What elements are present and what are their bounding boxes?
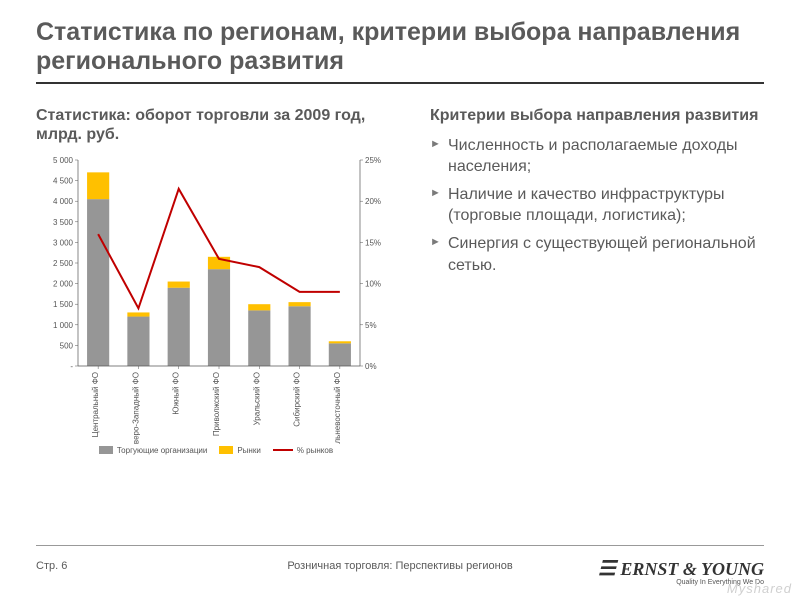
svg-text:0%: 0%	[365, 362, 377, 371]
revenue-chart: - 500 1 000 1 500 2 000 2 500 3 000 3 500 4 000 4…	[36, 154, 396, 444]
svg-text:4 500: 4 500	[53, 176, 74, 185]
svg-text:Центральный ФО: Центральный ФО	[91, 372, 100, 437]
svg-text:2 500: 2 500	[53, 259, 74, 268]
criteria-item: Численность и располагаемые доходы насел…	[430, 135, 764, 178]
chart-legend: Торгующие организации Рынки % рынков	[36, 446, 396, 455]
watermark: Myshared	[727, 581, 792, 596]
left-subtitle: Статистика: оборот торговли за 2009 год,…	[36, 106, 406, 144]
criteria-item: Наличие и качество инфраструктуры (торго…	[430, 184, 764, 227]
svg-text:25%: 25%	[365, 156, 381, 165]
svg-text:3 500: 3 500	[53, 218, 74, 227]
svg-text:2 000: 2 000	[53, 279, 74, 288]
svg-text:4 000: 4 000	[53, 197, 74, 206]
svg-text:Северо-Западный ФО: Северо-Западный ФО	[131, 372, 140, 444]
criteria-item: Синергия с существующей региональной сет…	[430, 233, 764, 276]
svg-text:500: 500	[60, 341, 74, 350]
footer-rule	[36, 545, 764, 546]
svg-text:Южный ФО: Южный ФО	[172, 372, 181, 415]
svg-text:Приволжский ФО: Приволжский ФО	[212, 372, 221, 436]
svg-text:1 500: 1 500	[53, 300, 74, 309]
svg-text:10%: 10%	[365, 279, 381, 288]
criteria-list: Численность и располагаемые доходы насел…	[430, 135, 764, 277]
svg-text:3 000: 3 000	[53, 238, 74, 247]
svg-text:Уральский ФО: Уральский ФО	[252, 372, 261, 425]
page-title: Статистика по регионам, критерии выбора …	[36, 18, 764, 76]
svg-text:20%: 20%	[365, 197, 381, 206]
svg-text:-: -	[70, 362, 73, 371]
svg-text:1 000: 1 000	[53, 321, 74, 330]
svg-text:Дальневосточный ФО: Дальневосточный ФО	[333, 372, 342, 444]
right-subtitle: Критерии выбора направления развития	[430, 106, 764, 125]
svg-text:Сибирский ФО: Сибирский ФО	[293, 372, 302, 427]
title-rule	[36, 82, 764, 84]
svg-text:5%: 5%	[365, 321, 377, 330]
svg-text:15%: 15%	[365, 238, 381, 247]
svg-text:5 000: 5 000	[53, 156, 74, 165]
